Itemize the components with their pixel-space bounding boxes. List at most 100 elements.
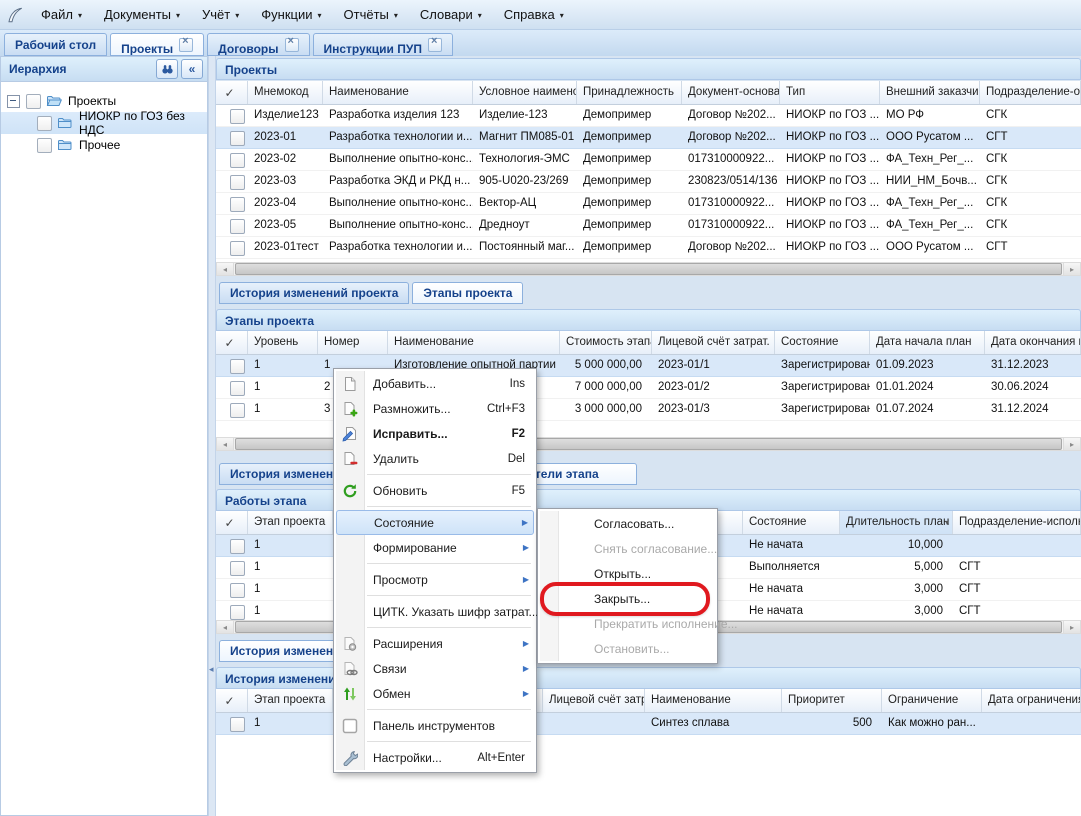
row-checkbox[interactable]: [216, 377, 248, 398]
row-checkbox[interactable]: [216, 557, 248, 578]
tree-node-prochee[interactable]: Прочее: [1, 134, 207, 156]
horizontal-scrollbar[interactable]: ◂ ▸: [216, 262, 1081, 276]
table-row[interactable]: 2023-03 Разработка ЭКД и РКД н... 905-U020…: [216, 171, 1081, 193]
menu-item[interactable]: ЦИТК. Указать шифр затрат...: [336, 599, 539, 624]
menu-файл[interactable]: Файл: [30, 4, 93, 25]
row-checkbox[interactable]: [216, 215, 248, 236]
column-header[interactable]: ✓: [216, 511, 248, 534]
table-row[interactable]: 2023-04 Выполнение опытно-конс... Вектор-А…: [216, 193, 1081, 215]
menu-item[interactable]: Настройки... Alt+Enter: [336, 745, 534, 770]
column-header[interactable]: Этап проекта: [248, 511, 333, 534]
column-header[interactable]: Наименование: [645, 689, 782, 712]
checkbox-icon[interactable]: [230, 539, 245, 554]
menu-item[interactable]: Удалить Del: [336, 446, 534, 471]
tab[interactable]: Проекты: [110, 33, 205, 56]
menu-item[interactable]: Связи ▶: [336, 656, 534, 681]
checkbox-icon[interactable]: [230, 153, 245, 168]
scroll-right-button[interactable]: ▸: [1063, 438, 1080, 450]
row-checkbox[interactable]: [216, 601, 248, 620]
menu-item[interactable]: Обмен ▶: [336, 681, 534, 706]
tab[interactable]: Этапы проекта: [412, 282, 524, 304]
row-checkbox[interactable]: [216, 535, 248, 556]
column-header[interactable]: Лицевой счёт затрат.: [652, 331, 775, 354]
column-header[interactable]: Состояние: [743, 511, 840, 534]
scroll-left-button[interactable]: ◂: [217, 263, 234, 275]
table-row[interactable]: 2023-01 Разработка технологии и... Магнит …: [216, 127, 1081, 149]
sidebar-splitter[interactable]: ◂: [208, 56, 216, 816]
menu-item[interactable]: Открыть...: [540, 561, 715, 586]
column-header[interactable]: Ограничение: [882, 689, 982, 712]
column-header[interactable]: Внешний заказчик: [880, 81, 980, 104]
table-row[interactable]: 2023-02 Выполнение опытно-конс... Технолог…: [216, 149, 1081, 171]
checkbox-icon[interactable]: [230, 241, 245, 256]
column-header[interactable]: Принадлежность: [577, 81, 682, 104]
checkbox-icon[interactable]: [230, 717, 245, 732]
scroll-right-button[interactable]: ▸: [1063, 263, 1080, 275]
checkbox-icon[interactable]: [230, 175, 245, 190]
tree-node-projects[interactable]: Проекты: [1, 90, 207, 112]
collapse-panel-icon[interactable]: «: [181, 59, 203, 79]
tab[interactable]: Договоры: [207, 33, 310, 56]
column-header[interactable]: ✓: [216, 331, 248, 354]
table-row[interactable]: 2023-01тест Разработка технологии и... Пос…: [216, 237, 1081, 259]
menu-item[interactable]: Расширения ▶: [336, 631, 534, 656]
column-header[interactable]: Этап проекта: [248, 689, 333, 712]
row-checkbox[interactable]: [216, 355, 248, 376]
column-header[interactable]: Номер: [318, 331, 388, 354]
row-checkbox[interactable]: [216, 399, 248, 420]
menu-item[interactable]: Панель инструментов: [336, 713, 534, 738]
menu-item[interactable]: Исправить... F2: [336, 421, 534, 446]
column-header[interactable]: Лицевой счёт затр: [543, 689, 645, 712]
tab-close-icon[interactable]: [427, 35, 442, 52]
checkbox-icon[interactable]: [230, 197, 245, 212]
column-header[interactable]: Документ-основан: [682, 81, 780, 104]
tree-checkbox[interactable]: [37, 137, 52, 153]
row-checkbox[interactable]: [216, 105, 248, 126]
menu-словари[interactable]: Словари: [409, 4, 493, 25]
tree-checkbox[interactable]: [26, 93, 41, 109]
checkbox-icon[interactable]: [230, 219, 245, 234]
tab[interactable]: История изменений проекта: [219, 282, 410, 304]
row-checkbox[interactable]: [216, 237, 248, 258]
menu-item[interactable]: Формирование ▶: [336, 535, 534, 560]
checkbox-icon[interactable]: [230, 583, 245, 598]
checkbox-icon[interactable]: [230, 131, 245, 146]
menu-отчёты[interactable]: Отчёты: [333, 4, 409, 25]
column-header[interactable]: Мнемокод: [248, 81, 323, 104]
checkbox-icon[interactable]: [230, 605, 245, 620]
table-row[interactable]: 2023-05 Выполнение опытно-конс... Дредноут…: [216, 215, 1081, 237]
tab[interactable]: Инструкции ПУП: [312, 33, 453, 56]
column-header[interactable]: Уровень: [248, 331, 318, 354]
column-header[interactable]: ✓: [216, 81, 248, 104]
column-header[interactable]: Приоритет: [782, 689, 882, 712]
row-checkbox[interactable]: [216, 149, 248, 170]
menu-item[interactable]: Закрыть...: [540, 586, 715, 611]
tab-close-icon[interactable]: [284, 35, 299, 52]
checkbox-icon[interactable]: [230, 109, 245, 124]
column-header[interactable]: Длительность план ▾: [840, 511, 953, 534]
tree-checkbox[interactable]: [37, 115, 52, 131]
column-header[interactable]: Дата окончания п: [985, 331, 1081, 354]
tab-close-icon[interactable]: [179, 35, 194, 52]
menu-документы[interactable]: Документы: [93, 4, 191, 25]
row-checkbox[interactable]: [216, 193, 248, 214]
scroll-left-button[interactable]: ◂: [217, 621, 234, 633]
column-header[interactable]: Состояние: [775, 331, 870, 354]
menu-справка[interactable]: Справка: [493, 4, 575, 25]
tree-expander-icon[interactable]: [7, 94, 20, 108]
menu-item[interactable]: Размножить... Ctrl+F3: [336, 396, 534, 421]
column-header[interactable]: Тип: [780, 81, 880, 104]
menu-item[interactable]: Состояние ▶: [336, 510, 534, 535]
scroll-left-button[interactable]: ◂: [217, 438, 234, 450]
row-checkbox[interactable]: [216, 579, 248, 600]
row-checkbox[interactable]: [216, 713, 248, 734]
scrollbar-thumb[interactable]: [235, 263, 1062, 275]
menu-item[interactable]: Добавить... Ins: [336, 371, 534, 396]
menu-item[interactable]: Обновить F5: [336, 478, 534, 503]
menu-функции[interactable]: Функции: [250, 4, 332, 25]
column-header[interactable]: Условное наименова: [473, 81, 577, 104]
column-header[interactable]: ✓: [216, 689, 248, 712]
checkbox-icon[interactable]: [230, 359, 245, 374]
row-checkbox[interactable]: [216, 127, 248, 148]
column-header[interactable]: Стоимость этапа: [560, 331, 652, 354]
